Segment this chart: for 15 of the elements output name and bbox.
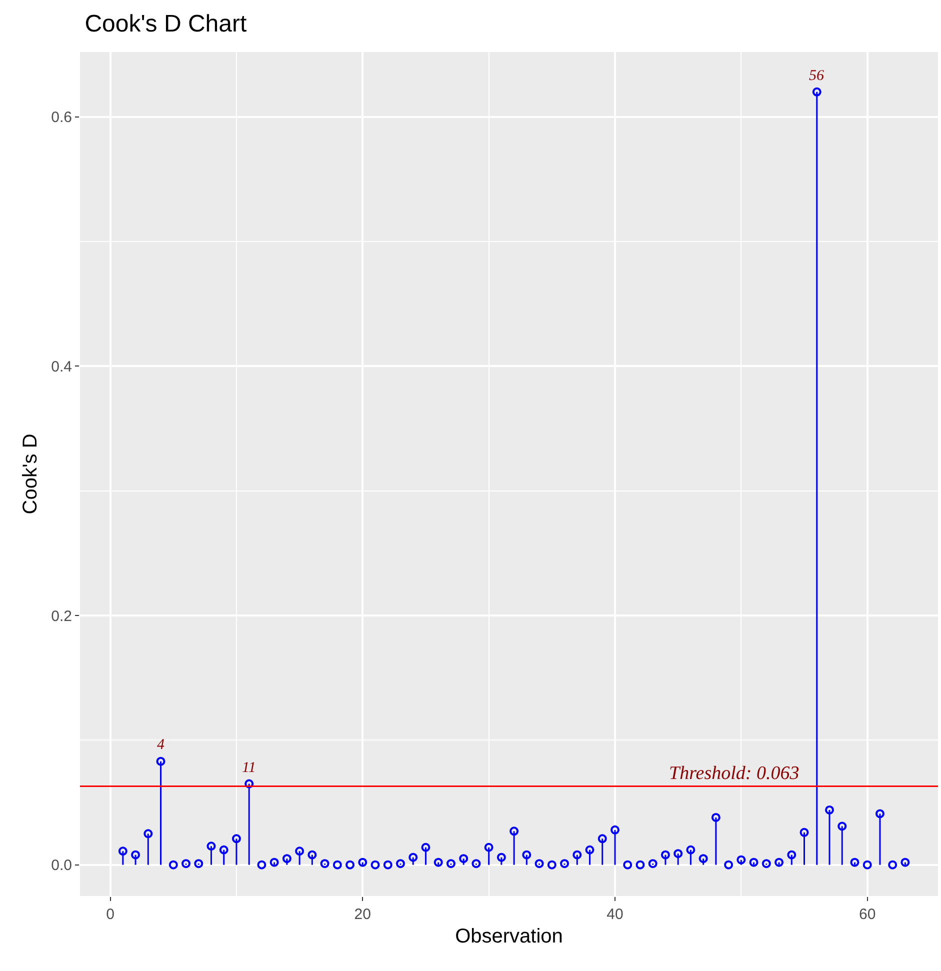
chart-title: Cook's D Chart bbox=[84, 10, 247, 38]
annotation: 4 bbox=[157, 737, 165, 753]
x-axis-title: Observation bbox=[455, 926, 563, 948]
x-tick-label: 0 bbox=[106, 906, 114, 923]
x-tick-label: 60 bbox=[858, 906, 876, 923]
x-tick-label: 20 bbox=[354, 906, 371, 923]
ref-line-label: Threshold: 0.063 bbox=[669, 763, 800, 784]
y-tick-label: 0.2 bbox=[51, 608, 72, 625]
annotation: 11 bbox=[242, 760, 256, 776]
x-tick-label: 40 bbox=[606, 906, 624, 923]
annotation: 56 bbox=[809, 68, 824, 84]
y-tick-label: 0.6 bbox=[51, 109, 72, 126]
y-tick-label: 0.0 bbox=[51, 857, 72, 874]
y-tick-label: 0.4 bbox=[51, 358, 72, 376]
y-axis-title: Cook's D bbox=[20, 434, 42, 514]
